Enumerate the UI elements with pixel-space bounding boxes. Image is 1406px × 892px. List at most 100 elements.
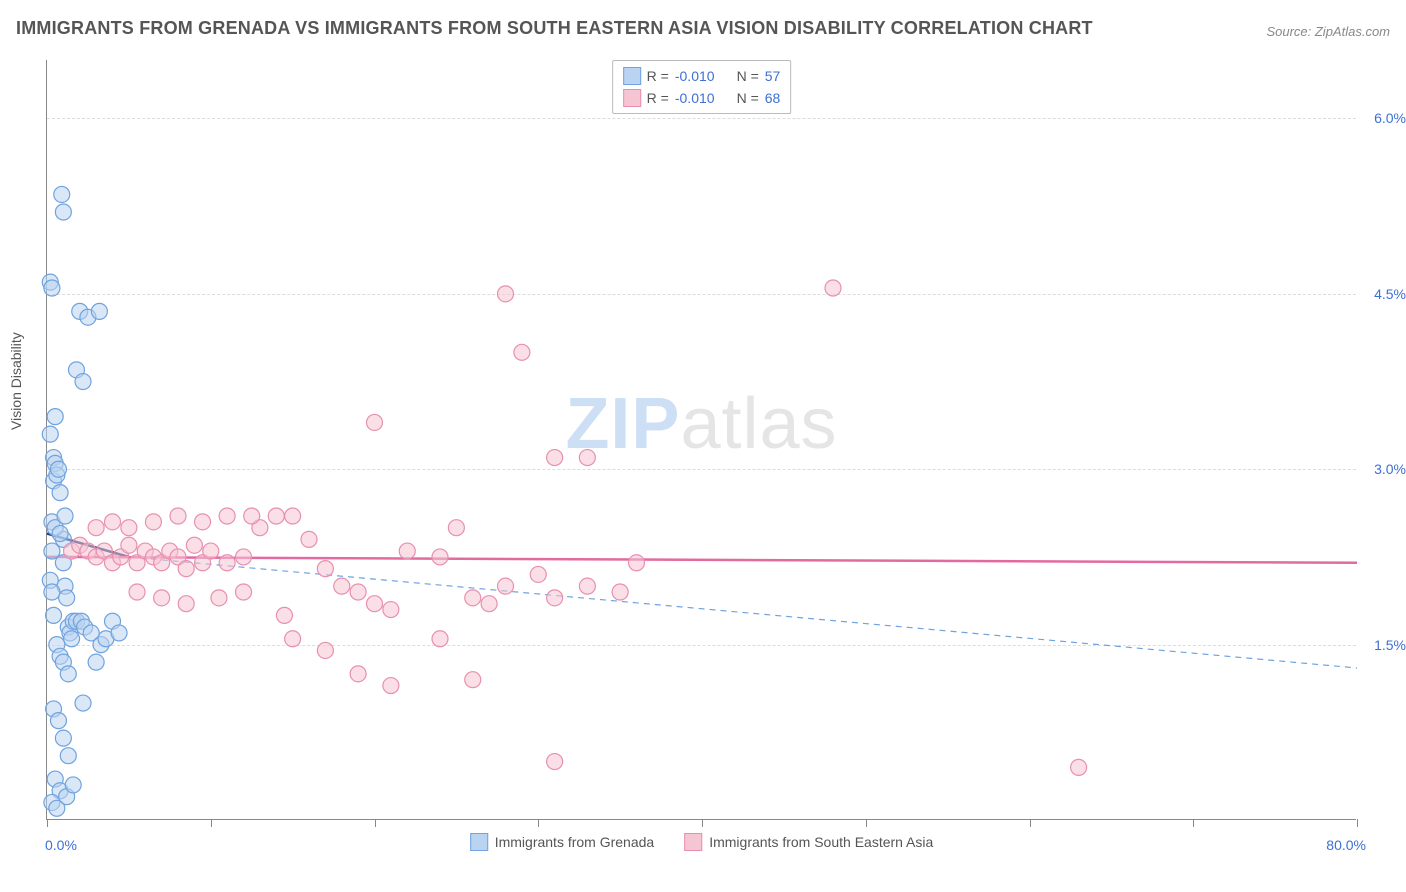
y-tick-label: 3.0% (1374, 461, 1406, 477)
r-value: -0.010 (675, 87, 715, 109)
legend-swatch (684, 833, 702, 851)
data-point (547, 754, 563, 770)
data-point (55, 730, 71, 746)
data-point (211, 590, 227, 606)
data-point (285, 631, 301, 647)
data-point (121, 537, 137, 553)
plot-area: ZIPatlas 1.5%3.0%4.5%6.0% R =-0.010N =57… (46, 60, 1356, 820)
data-point (465, 590, 481, 606)
data-point (54, 186, 70, 202)
scatter-overlay (47, 60, 1356, 819)
data-point (129, 584, 145, 600)
data-point (55, 204, 71, 220)
data-point (530, 566, 546, 582)
data-point (42, 426, 58, 442)
x-tick (538, 819, 539, 827)
data-point (244, 508, 260, 524)
x-min-label: 0.0% (45, 837, 77, 853)
legend-stats: R =-0.010N =57R =-0.010N =68 (612, 60, 792, 114)
data-point (44, 584, 60, 600)
n-value: 57 (765, 65, 781, 87)
data-point (825, 280, 841, 296)
data-point (203, 543, 219, 559)
data-point (75, 374, 91, 390)
r-value: -0.010 (675, 65, 715, 87)
x-tick (1357, 819, 1358, 827)
data-point (236, 549, 252, 565)
data-point (301, 531, 317, 547)
data-point (52, 485, 68, 501)
data-point (399, 543, 415, 559)
data-point (367, 414, 383, 430)
data-point (268, 508, 284, 524)
data-point (64, 631, 80, 647)
n-value: 68 (765, 87, 781, 109)
data-point (57, 508, 73, 524)
data-point (44, 280, 60, 296)
data-point (65, 777, 81, 793)
data-point (91, 303, 107, 319)
x-tick (1193, 819, 1194, 827)
trend-line-dashed (129, 557, 1357, 668)
data-point (276, 607, 292, 623)
legend-swatch (623, 89, 641, 107)
data-point (481, 596, 497, 612)
data-point (50, 713, 66, 729)
data-point (49, 800, 65, 816)
data-point (186, 537, 202, 553)
data-point (178, 561, 194, 577)
y-tick-label: 6.0% (1374, 110, 1406, 126)
data-point (154, 590, 170, 606)
data-point (88, 520, 104, 536)
data-point (383, 678, 399, 694)
data-point (88, 654, 104, 670)
source-label: Source: ZipAtlas.com (1266, 24, 1390, 39)
legend-series-label: Immigrants from South Eastern Asia (709, 834, 933, 850)
data-point (60, 666, 76, 682)
chart-title: IMMIGRANTS FROM GRENADA VS IMMIGRANTS FR… (16, 18, 1093, 39)
data-point (285, 508, 301, 524)
n-label: N = (737, 65, 759, 87)
data-point (1071, 759, 1087, 775)
data-point (47, 409, 63, 425)
data-point (50, 461, 66, 477)
data-point (432, 631, 448, 647)
data-point (317, 561, 333, 577)
data-point (195, 514, 211, 530)
x-tick (702, 819, 703, 827)
data-point (105, 514, 121, 530)
data-point (367, 596, 383, 612)
data-point (498, 286, 514, 302)
data-point (121, 520, 137, 536)
data-point (46, 607, 62, 623)
data-point (448, 520, 464, 536)
data-point (350, 666, 366, 682)
data-point (498, 578, 514, 594)
data-point (145, 514, 161, 530)
data-point (75, 695, 91, 711)
data-point (219, 555, 235, 571)
data-point (59, 590, 75, 606)
data-point (334, 578, 350, 594)
data-point (170, 508, 186, 524)
data-point (236, 584, 252, 600)
y-tick-label: 4.5% (1374, 286, 1406, 302)
data-point (383, 602, 399, 618)
data-point (432, 549, 448, 565)
data-point (178, 596, 194, 612)
data-point (579, 450, 595, 466)
y-axis-label: Vision Disability (8, 332, 24, 430)
data-point (60, 748, 76, 764)
legend-series-item: Immigrants from Grenada (470, 833, 655, 851)
data-point (111, 625, 127, 641)
x-tick (211, 819, 212, 827)
legend-series: Immigrants from Grenada Immigrants from S… (470, 833, 934, 851)
x-tick (866, 819, 867, 827)
data-point (547, 450, 563, 466)
legend-series-label: Immigrants from Grenada (495, 834, 655, 850)
correlation-chart: IMMIGRANTS FROM GRENADA VS IMMIGRANTS FR… (0, 0, 1406, 892)
r-label: R = (647, 87, 669, 109)
data-point (219, 508, 235, 524)
data-point (579, 578, 595, 594)
x-tick (47, 819, 48, 827)
